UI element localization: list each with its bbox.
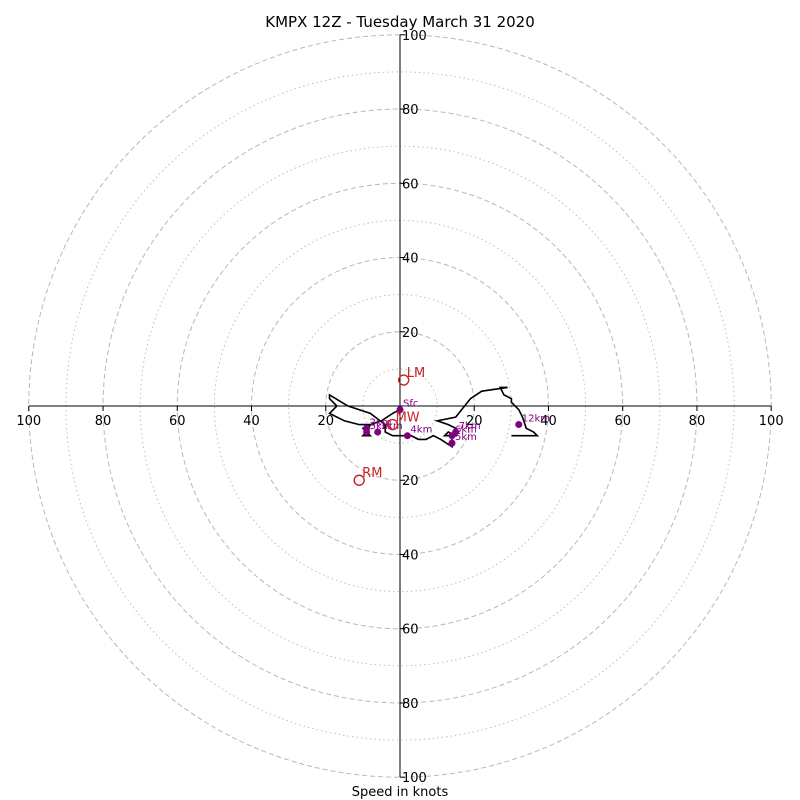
storm-motion-markers: LM MW RM	[353, 366, 425, 486]
y-tick-label: 40	[402, 252, 419, 267]
height-marker-label: Sfc	[403, 399, 418, 410]
storm-motion-marker	[353, 474, 365, 486]
height-marker-label: 3km	[370, 421, 392, 432]
height-marker	[452, 428, 460, 436]
hodograph-trace	[328, 386, 540, 449]
height-marker-label: 5km	[455, 432, 477, 443]
x-tick-label: 100	[16, 414, 41, 429]
y-tick-label: 80	[402, 103, 419, 118]
y-tick-label: 100	[402, 29, 427, 44]
storm-motion-label: MW	[396, 411, 420, 426]
storm-motion-label: RM	[362, 466, 382, 481]
chart-title: KMPX 12Z - Tuesday March 31 2020	[265, 13, 535, 31]
y-tick-label: 20	[402, 474, 419, 489]
x-tick-label: 80	[95, 414, 112, 429]
x-tick-label: 60	[614, 414, 631, 429]
y-tick-label: 60	[402, 623, 419, 638]
x-tick-label: 40	[243, 414, 260, 429]
height-marker-label: 6km	[455, 425, 477, 436]
x-tick-label: 100	[759, 414, 784, 429]
storm-motion-label: LM	[407, 366, 425, 381]
storm-motion-marker	[386, 418, 399, 431]
y-tick-label: 20	[402, 326, 419, 341]
height-marker	[374, 428, 382, 436]
x-tick-label: 20	[466, 414, 483, 429]
y-tick-label: 60	[402, 177, 419, 192]
x-tick-label: 80	[689, 414, 706, 429]
height-marker	[448, 439, 456, 447]
y-tick-label: 100	[402, 771, 427, 786]
height-marker	[396, 406, 404, 414]
height-marker	[403, 432, 411, 440]
x-axis-label: Speed in knots	[352, 785, 449, 800]
y-tick-label: 80	[402, 697, 419, 712]
y-tick-label: 40	[402, 548, 419, 563]
height-marker-label: 12km	[522, 414, 550, 425]
x-tick-label: 60	[169, 414, 186, 429]
height-marker	[515, 421, 523, 429]
height-marker-label: 7km	[459, 421, 481, 432]
height-marker-label: 4km	[410, 425, 432, 436]
height-marker	[363, 428, 371, 436]
axis-ticks: 20 20 20 20 40 40 40 40 60 60 60 60 80 80 80 80 100 100 10…	[16, 29, 783, 786]
height-marker-label: 1km	[381, 421, 403, 432]
x-tick-label: 40	[540, 414, 557, 429]
x-tick-label: 20	[317, 414, 334, 429]
storm-motion-marker	[398, 374, 410, 386]
height-marker-label: 2km	[370, 417, 392, 428]
